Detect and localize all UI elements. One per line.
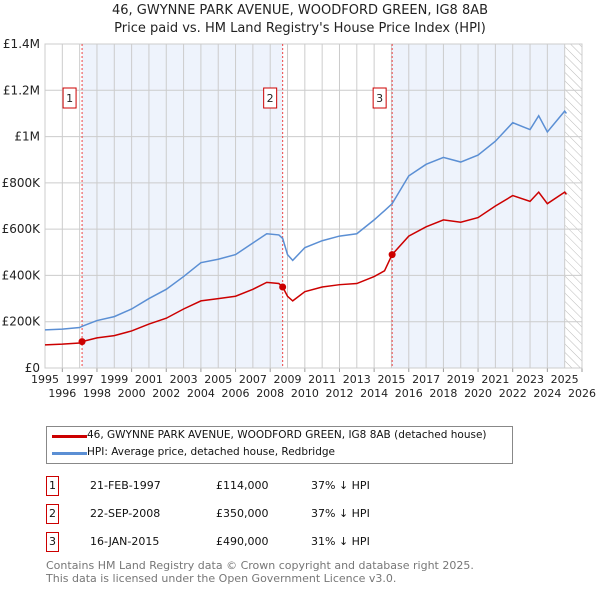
x-tick-label: 2010 [291,387,319,400]
sale-price: £350,000 [216,507,269,520]
x-tick-label: 1998 [83,387,111,400]
sale-label: 1 [66,92,73,105]
x-tick-label: 2000 [118,387,146,400]
sale-hpi-diff: 37% ↓ HPI [311,507,370,520]
legend-swatch-red [52,435,87,438]
y-tick-label: £600K [2,222,42,236]
sale-label: 2 [267,92,274,105]
x-tick-label: 2008 [256,387,284,400]
x-tick-label: 2017 [412,373,440,386]
x-tick-label: 2025 [551,373,579,386]
x-tick-label: 2026 [568,387,596,400]
sale-price: £490,000 [216,535,269,548]
y-tick-label: £1M [14,130,40,144]
x-tick-label: 2024 [533,387,561,400]
x-tick-label: 2023 [516,373,544,386]
legend: 46, GWYNNE PARK AVENUE, WOODFORD GREEN, … [46,426,513,464]
sale-point [78,338,86,346]
sale-marker-box: 2 [46,504,59,524]
sale-date: 21-FEB-1997 [90,479,161,492]
x-tick-label: 2007 [239,373,267,386]
x-tick-label: 2015 [377,373,405,386]
legend-label-property: 46, GWYNNE PARK AVENUE, WOODFORD GREEN, … [87,429,487,441]
sale-label-box [62,87,77,109]
price-chart: 1995199619971998199920002001200220032004… [2,37,596,400]
x-tick-label: 1997 [66,373,94,386]
x-tick-label: 1999 [100,373,128,386]
shade-band [82,44,283,368]
x-tick-label: 2003 [170,373,198,386]
forecast-hatch [564,44,582,368]
sale-hpi-diff: 31% ↓ HPI [311,535,370,548]
y-tick-label: £200K [2,315,42,329]
hpi-line [44,109,568,331]
chart-subtitle: Price paid vs. HM Land Registry's House … [114,21,486,36]
x-tick-label: 2016 [395,387,423,400]
footer-line-2: This data is licensed under the Open Gov… [46,572,397,585]
x-tick-label: 2012 [325,387,353,400]
x-tick-label: 2001 [135,373,163,386]
x-tick-label: 2004 [187,387,215,400]
x-tick-label: 2011 [308,373,336,386]
x-tick-label: 2021 [481,373,509,386]
y-tick-label: £1.4M [3,37,40,51]
chart-title: 46, GWYNNE PARK AVENUE, WOODFORD GREEN, … [111,3,489,18]
x-tick-label: 2019 [447,373,475,386]
sale-marker-box: 1 [46,476,59,496]
sale-marker-box: 3 [46,532,59,552]
sale-label: 3 [376,92,383,105]
x-tick-label: 2020 [464,387,492,400]
sale-date: 22-SEP-2008 [90,507,161,520]
sale-price: £114,000 [216,479,269,492]
footer-line-1: Contains HM Land Registry data © Crown c… [46,559,474,572]
y-tick-label: £0 [25,361,40,375]
x-tick-label: 2006 [222,387,250,400]
y-tick-label: £800K [2,176,42,190]
legend-label-hpi: HPI: Average price, detached house, Redb… [87,446,336,458]
sale-label-box [372,87,387,109]
y-tick-label: £1.2M [3,83,40,97]
x-tick-label: 2009 [274,373,302,386]
legend-swatch-blue [52,452,87,455]
property-price-line [44,190,568,346]
x-tick-label: 2013 [343,373,371,386]
sale-point [388,251,396,259]
sale-hpi-diff: 37% ↓ HPI [311,479,370,492]
footer: Contains HM Land Registry data © Crown c… [46,559,474,585]
plot-frame [44,43,583,369]
x-tick-label: 2022 [499,387,527,400]
x-tick-label: 2014 [360,387,388,400]
x-tick-label: 2018 [429,387,457,400]
x-tick-label: 2005 [204,373,232,386]
x-tick-label: 2002 [152,387,180,400]
sale-point [279,283,287,291]
sale-date: 16-JAN-2015 [90,535,160,548]
x-tick-label: 1996 [48,387,76,400]
x-tick-label: 1995 [31,373,59,386]
sale-label-box [263,87,278,109]
y-tick-label: £400K [2,268,42,282]
